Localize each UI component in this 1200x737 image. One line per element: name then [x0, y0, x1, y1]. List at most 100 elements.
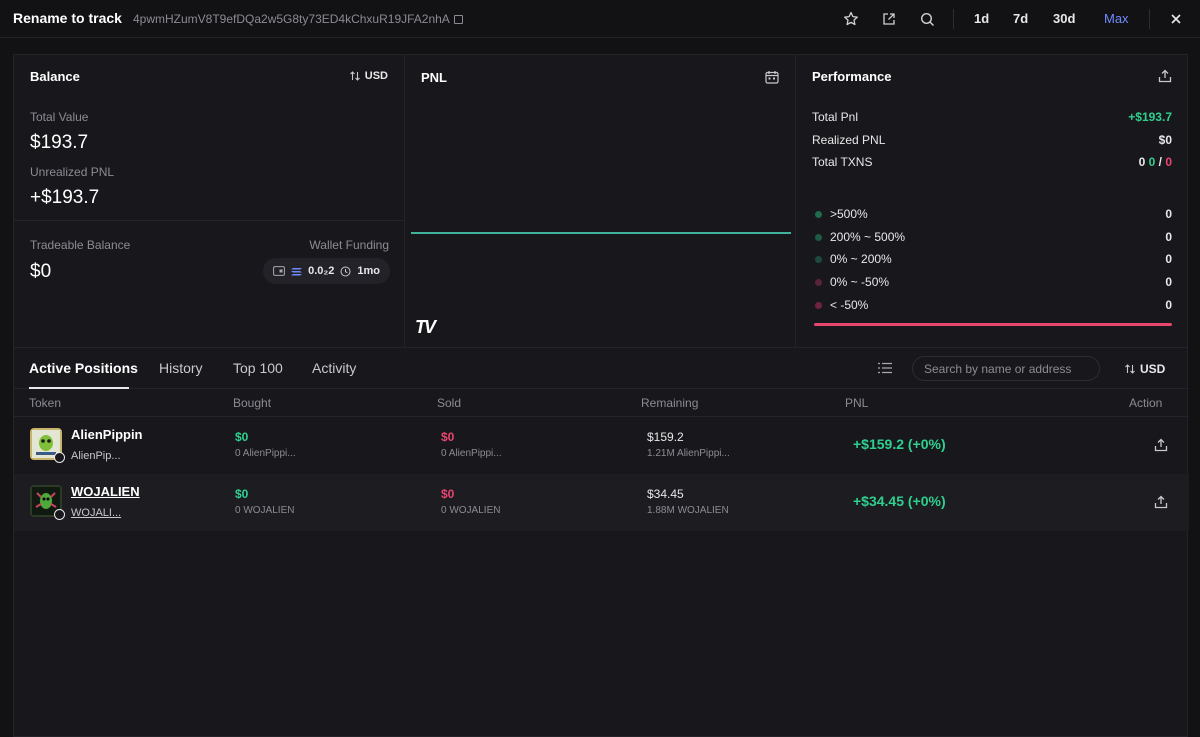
bucket-row: 0% ~ 200% 0 [815, 252, 1172, 266]
search-icon[interactable] [918, 10, 936, 28]
pnl-value: +$159.2 (+0%) [853, 436, 946, 452]
column-remaining[interactable]: Remaining [641, 396, 699, 410]
unrealized-pnl-label: Unrealized PNL [30, 165, 115, 179]
positions-panel: Active Positions History Top 100 Activit… [13, 347, 1189, 737]
wallet-funding-pill[interactable]: 0.0₂2 1mo [263, 258, 390, 284]
range-30d[interactable]: 30d [1053, 11, 1076, 26]
table-row[interactable]: AlienPippin AlienPip... $0 0 AlienPippi.… [14, 417, 1189, 474]
funding-age: 1mo [357, 265, 380, 277]
wallet-funding-label: Wallet Funding [309, 238, 389, 252]
share-icon[interactable] [1154, 438, 1168, 452]
tab-top-100[interactable]: Top 100 [233, 360, 283, 376]
balance-currency-toggle[interactable]: USD [349, 70, 388, 82]
bucket-value: 0 [1165, 207, 1172, 221]
search-input[interactable] [912, 356, 1100, 381]
range-7d[interactable]: 7d [1013, 11, 1029, 26]
wallet-name[interactable]: Rename to track [13, 10, 122, 26]
pnl-chart-line [411, 232, 791, 234]
pnl-card: PNL TV [405, 55, 796, 348]
txns-separator: / [1158, 155, 1162, 169]
remaining-amount: 1.21M AlienPippi... [647, 448, 730, 459]
bucket-dot [815, 211, 822, 218]
bought-amount: 0 AlienPippi... [235, 448, 296, 459]
token-name[interactable]: AlienPippin [71, 427, 143, 442]
list-filter-icon[interactable] [878, 362, 892, 374]
table-row[interactable]: WOJALIEN WOJALI... $0 0 WOJALIEN $0 0 WO… [14, 474, 1189, 531]
copy-icon[interactable] [453, 14, 463, 24]
bucket-row: 0% ~ -50% 0 [815, 275, 1172, 289]
bucket-label: 0% ~ -50% [830, 275, 890, 289]
range-1d[interactable]: 1d [974, 11, 990, 26]
total-txns-value: 0 0 / 0 [1139, 155, 1172, 169]
tab-history[interactable]: History [159, 360, 203, 376]
external-link-icon[interactable] [880, 10, 898, 28]
sold-value: $0 [441, 487, 455, 501]
bucket-dot [815, 279, 822, 286]
column-sold[interactable]: Sold [437, 396, 462, 410]
token-symbol[interactable]: AlienPip... [71, 450, 121, 462]
top-bar: Rename to track 4pwmHZumV8T9efDQa2w5G8ty… [0, 0, 1200, 38]
remaining-value: $159.2 [647, 430, 684, 444]
tab-bar: Active Positions History Top 100 Activit… [14, 348, 1189, 389]
bought-amount: 0 WOJALIEN [235, 505, 295, 516]
sold-amount: 0 WOJALIEN [441, 505, 501, 516]
calendar-icon[interactable] [765, 70, 779, 87]
performance-title: Performance [812, 69, 892, 84]
pump-badge-icon [54, 509, 65, 520]
column-token[interactable]: Token [29, 396, 62, 410]
realized-pnl-label: Realized PNL [812, 133, 886, 147]
balance-currency-label: USD [364, 70, 388, 82]
bought-value: $0 [235, 487, 249, 501]
solana-icon [291, 267, 303, 275]
divider [14, 220, 404, 221]
tradeable-balance-label: Tradeable Balance [30, 238, 131, 252]
total-value: $193.7 [30, 132, 89, 153]
share-icon[interactable] [1154, 495, 1168, 509]
performance-card: Performance Total Pnl +$193.7 Realized P… [796, 55, 1189, 348]
bucket-label: 200% ~ 500% [830, 230, 906, 244]
token-name[interactable]: WOJALIEN [71, 484, 140, 499]
token-symbol[interactable]: WOJALI... [71, 507, 122, 519]
bucket-dot [815, 256, 822, 263]
range-max[interactable]: Max [1104, 11, 1129, 26]
table-currency-toggle[interactable]: USD [1124, 362, 1165, 376]
sold-amount: 0 AlienPippi... [441, 448, 502, 459]
column-bought[interactable]: Bought [233, 396, 272, 410]
tab-activity[interactable]: Activity [312, 360, 357, 376]
bucket-row: >500% 0 [815, 207, 1172, 221]
bucket-value: 0 [1165, 298, 1172, 312]
unrealized-pnl-value: +$193.7 [30, 187, 100, 208]
bucket-dot [815, 302, 822, 309]
total-pnl-label: Total Pnl [812, 110, 859, 124]
sold-value: $0 [441, 430, 455, 444]
bucket-row: 200% ~ 500% 0 [815, 230, 1172, 244]
share-icon[interactable] [1158, 69, 1172, 86]
swap-icon [349, 71, 360, 81]
column-pnl[interactable]: PNL [845, 396, 869, 410]
total-value-label: Total Value [30, 110, 89, 124]
tab-active-positions[interactable]: Active Positions [29, 360, 138, 376]
tradeable-balance-value: $0 [30, 261, 52, 282]
active-tab-indicator [29, 387, 129, 389]
column-action: Action [1129, 396, 1163, 410]
star-icon[interactable] [842, 10, 860, 28]
balance-title: Balance [30, 69, 80, 84]
performance-distribution-bar [814, 323, 1172, 326]
table-header: Token Bought Sold Remaining PNL Action [14, 389, 1189, 417]
table-currency-label: USD [1140, 362, 1166, 376]
wallet-address[interactable]: 4pwmHZumV8T9efDQa2w5G8ty73ED4kChxuR19JFA… [133, 12, 463, 26]
txns-sells: 0 [1165, 155, 1172, 169]
close-icon[interactable] [1167, 10, 1185, 28]
wallet-icon [273, 266, 285, 276]
bucket-label: >500% [830, 207, 868, 221]
summary-cards: Balance USD Total Value $193.7 Unrealize… [13, 54, 1189, 348]
bucket-value: 0 [1165, 230, 1172, 244]
bought-value: $0 [235, 430, 249, 444]
pnl-value: +$34.45 (+0%) [853, 493, 946, 509]
tradingview-logo[interactable]: TV [415, 317, 436, 337]
bucket-label: < -50% [830, 298, 869, 312]
divider [953, 9, 954, 29]
total-pnl-value: +$193.7 [1128, 110, 1172, 124]
realized-pnl-value: $0 [1158, 133, 1172, 147]
txns-buys: 0 [1148, 155, 1156, 169]
